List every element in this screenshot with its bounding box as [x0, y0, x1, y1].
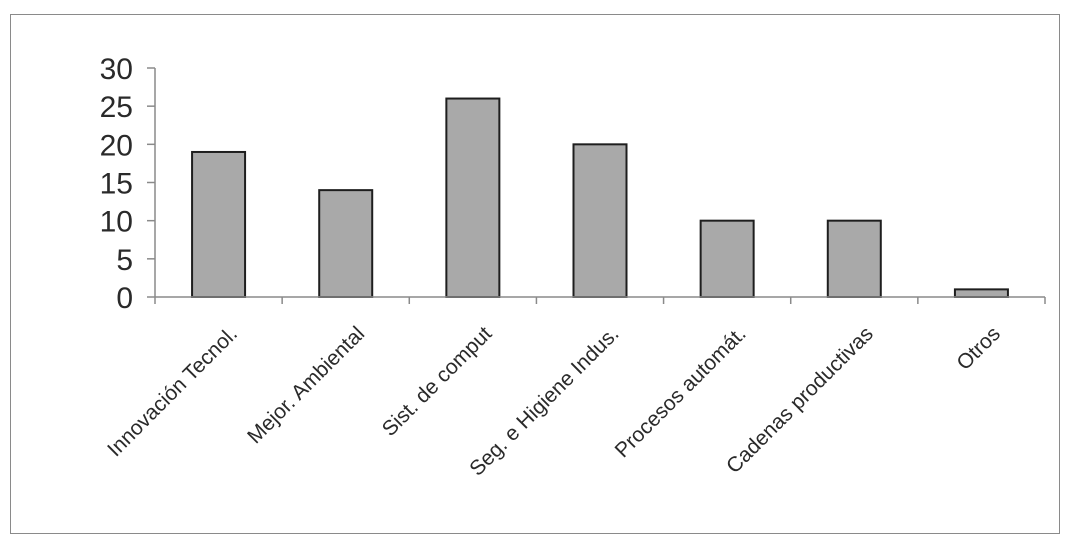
x-axis — [154, 296, 1046, 304]
x-axis-labels: Innovación Tecnol. Mejor. Ambiental Sist. … — [103, 322, 1005, 480]
bar-7 — [953, 288, 1009, 299]
x-tick-label: Mejor. Ambiental — [243, 322, 369, 448]
y-tick-label: 20 — [100, 129, 133, 162]
bar-3 — [445, 97, 501, 298]
y-tick-label: 0 — [116, 282, 133, 315]
x-tick-label: Innovación Tecnol. — [103, 322, 242, 461]
x-tick-label: Cadenas productivas — [722, 322, 878, 478]
x-tick-label: Otros — [952, 322, 1005, 375]
y-axis: 0 5 10 15 20 25 30 — [100, 53, 156, 315]
y-tick-label: 5 — [116, 244, 133, 277]
bars — [191, 97, 1009, 299]
y-tick-label: 10 — [100, 206, 133, 239]
bar-6 — [826, 219, 882, 299]
chart-frame — [10, 14, 1060, 534]
x-tick-label: Procesos automát. — [611, 322, 751, 462]
y-tick-label: 25 — [100, 91, 133, 124]
bar-4 — [572, 143, 628, 298]
y-tick-label: 15 — [100, 168, 133, 201]
bar-1 — [191, 150, 247, 298]
bar-2 — [318, 189, 374, 298]
bar-5 — [699, 219, 755, 299]
y-tick-label: 30 — [100, 53, 133, 86]
x-tick-label: Seg. e Higiene Indus. — [465, 322, 623, 480]
x-tick-label: Sist. de comput — [378, 322, 497, 441]
